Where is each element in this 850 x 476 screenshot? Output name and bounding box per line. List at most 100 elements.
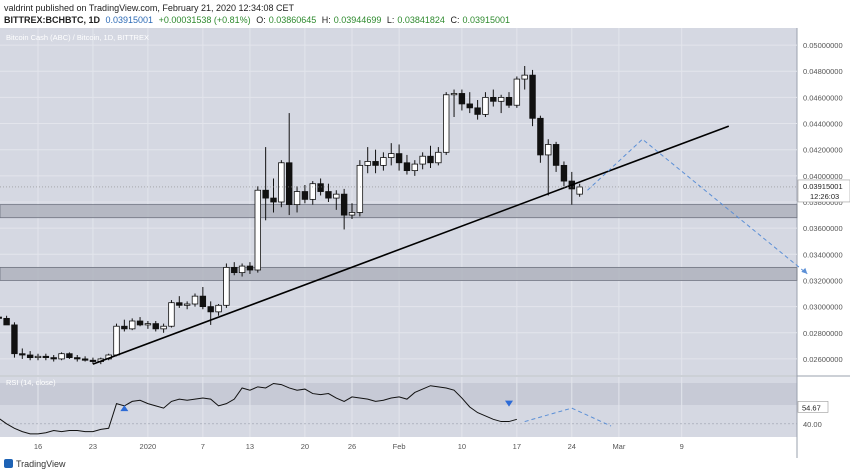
- candle-body: [552, 144, 560, 166]
- candle-body: [403, 162, 411, 172]
- support-zone: [0, 204, 798, 219]
- x-tick-label: 24: [568, 442, 576, 451]
- candle-body: [427, 155, 434, 164]
- candle-body: [537, 117, 544, 156]
- rsi-projection: [524, 407, 612, 427]
- rsi-band: [0, 383, 797, 405]
- candle-body: [458, 93, 466, 105]
- overlays: [0, 125, 808, 365]
- y-tick-label: 0.02800000: [803, 329, 843, 338]
- candle-body: [246, 265, 254, 271]
- candle-body: [270, 197, 277, 203]
- y-tick-label: 0.05000000: [803, 41, 843, 50]
- candle-body: [317, 183, 324, 192]
- price-change: +0.00031538 (+0.81%): [158, 15, 251, 25]
- candle-body: [482, 96, 489, 115]
- candle-body: [262, 189, 269, 199]
- x-tick-label: 9: [680, 442, 684, 451]
- candlestick-chart[interactable]: 0.05000000 0.04800000 0.04600000 0.04400000…: [0, 28, 850, 458]
- trendline: [92, 125, 730, 365]
- low-value: 0.03841824: [397, 15, 445, 25]
- candle-body: [215, 304, 222, 313]
- candle-body: [231, 266, 238, 274]
- candle-body: [58, 353, 65, 360]
- symbol-line: BITTREX:BCHBTC, 1D 0.03915001 +0.0003153…: [4, 15, 513, 25]
- close-value: 0.03915001: [462, 15, 511, 25]
- candle-body: [199, 295, 207, 308]
- x-tick-label: 2020: [140, 442, 157, 451]
- candle-body: [325, 191, 332, 199]
- candle-body: [466, 103, 473, 109]
- candle-body: [160, 325, 167, 330]
- y-tick-label: 0.03200000: [803, 276, 843, 285]
- publish-line: valdrint published on TradingView.com, F…: [4, 3, 295, 13]
- y-tick-label: 0.02600000: [803, 355, 843, 364]
- open-label: O:: [256, 15, 266, 25]
- rsi-line: [0, 382, 517, 435]
- candle-body: [340, 193, 348, 216]
- candle-body: [411, 163, 418, 172]
- y-tick-label: 0.03000000: [803, 303, 843, 312]
- high-value: 0.03944699: [333, 15, 382, 25]
- footer: TradingView: [4, 459, 66, 469]
- candle-body: [505, 96, 513, 106]
- candle-body: [490, 96, 497, 102]
- candle-body: [128, 320, 136, 330]
- candle-body: [435, 151, 442, 164]
- candle-body: [113, 325, 120, 356]
- candle-body: [513, 78, 521, 106]
- candle-body: [81, 358, 89, 361]
- candle-body: [380, 157, 387, 166]
- symbol: BITTREX:BCHBTC, 1D: [4, 15, 100, 25]
- candle-body: [293, 191, 301, 206]
- candle-body: [183, 303, 191, 306]
- candle-body: [450, 93, 458, 96]
- y-tick-label: 0.03400000: [803, 250, 843, 259]
- candle-body: [301, 191, 309, 200]
- candle-body: [238, 265, 246, 274]
- low-label: L:: [386, 15, 395, 25]
- candle-body: [50, 357, 57, 360]
- projection-path: [587, 138, 808, 275]
- y-tick-label: 0.03600000: [803, 224, 843, 233]
- candle-body: [560, 164, 568, 182]
- candle-body: [223, 266, 230, 306]
- candle-body: [364, 161, 371, 166]
- chart-title: Bitcoin Cash (ABC) / Bitcoin, 1D, BITTRE…: [6, 33, 149, 42]
- candle-body: [309, 183, 316, 200]
- x-tick-label: Mar: [612, 442, 625, 451]
- candle-body: [442, 94, 450, 153]
- candle-body: [26, 354, 34, 359]
- horizontal-zones: [0, 204, 798, 281]
- chart-header: valdrint published on TradingView.com, F…: [0, 0, 850, 28]
- candle-body: [19, 353, 26, 356]
- rsi-down-marker: [505, 400, 513, 407]
- candle-body: [176, 302, 183, 306]
- high-label: H:: [321, 15, 331, 25]
- rsi-value-label: 54.67: [802, 403, 821, 412]
- candle-body: [529, 74, 536, 119]
- x-tick-label: 26: [348, 442, 356, 451]
- candle-body: [11, 324, 18, 355]
- candle-body: [333, 193, 340, 199]
- support-zone: [0, 266, 798, 281]
- x-tick-label: 13: [246, 442, 254, 451]
- x-tick-label: 20: [301, 442, 309, 451]
- x-tick-label: 23: [89, 442, 97, 451]
- y-tick-label: 0.03800000: [803, 198, 843, 207]
- candle-body: [89, 359, 97, 362]
- candle-body: [34, 355, 42, 359]
- close-label: C:: [450, 15, 460, 25]
- candle-body: [136, 320, 144, 326]
- x-tick-label: 17: [513, 442, 521, 451]
- rsi-value-box: [797, 401, 829, 413]
- x-tick-label: 10: [458, 442, 466, 451]
- open-value: 0.03860645: [268, 15, 317, 25]
- candle-body: [356, 164, 364, 213]
- price-label-box: [797, 179, 850, 203]
- y-tick-label: 0.04000000: [803, 172, 843, 181]
- candle-body: [0, 316, 2, 319]
- x-tick-label: 16: [34, 442, 42, 451]
- rsi-level-label: 40.00: [803, 420, 822, 429]
- time-axis: 16 23 2020 7 13 20 26 Feb 10 17 24 Mar 9: [34, 442, 684, 451]
